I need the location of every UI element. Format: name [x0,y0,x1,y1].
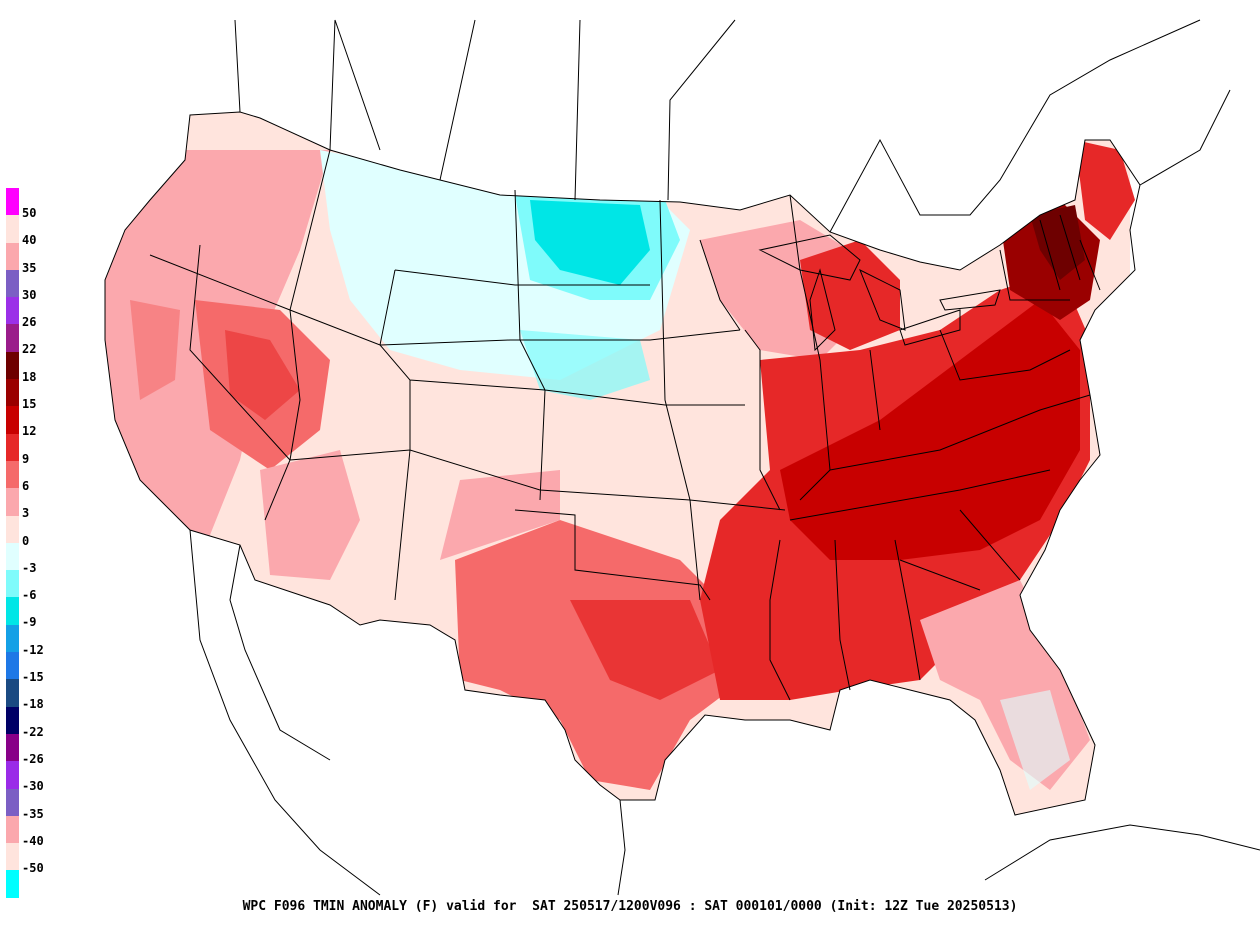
legend-label: -3 [22,560,37,575]
legend-label: -15 [22,670,44,685]
legend-row: -15 [6,652,66,684]
legend-swatch [6,542,19,571]
geographic-boundaries [104,19,1260,896]
legend-row: -22 [6,706,66,739]
legend-label: 9 [22,451,30,466]
color-legend: 50 40 35 30 26 22 18 15 12 9 6 3 0 -3 -6 -9 -12 -15 -18 -22… [6,188,66,898]
legend-label: -6 [22,588,37,603]
legend-swatch [6,870,19,898]
conus-outline [104,111,1141,816]
legend-label: 15 [22,397,37,412]
legend-swatch [6,733,19,762]
legend-row: 9 [6,433,66,466]
legend-swatch [6,460,19,489]
legend-swatch [6,379,19,407]
anomaly-field [105,112,1135,815]
legend-swatch [6,324,19,352]
legend-label: 30 [22,287,37,302]
legend-row: -18 [6,679,66,711]
legend-label: -35 [22,806,44,821]
legend-swatch [6,269,19,298]
mexico-coast [189,529,626,896]
legend-row: -50 [6,843,66,875]
legend-label: -12 [22,642,44,657]
legend-swatch [6,624,19,653]
legend-row: 3 [6,488,66,520]
legend-swatch [6,433,19,461]
legend-label: 40 [22,233,37,248]
legend-swatch [6,843,19,871]
legend-swatch [6,488,19,516]
legend-label: 3 [22,506,30,521]
legend-label: 12 [22,424,37,439]
legend-row: -40 [6,815,66,848]
legend-label: -18 [22,697,44,712]
legend-row: 15 [6,379,66,411]
legend-swatch [6,679,19,707]
legend-swatch [6,706,19,734]
legend-row: -30 [6,761,66,793]
legend-swatch [6,188,19,216]
legend-swatch [6,351,19,380]
legend-row [6,870,66,898]
legend-label: -40 [22,833,44,848]
legend-row: 35 [6,242,66,275]
legend-swatch [6,242,19,270]
great-lakes [758,234,1001,352]
legend-row: 12 [6,406,66,438]
legend-row: 0 [6,515,66,548]
legend-row: -9 [6,597,66,629]
legend-label: 35 [22,260,37,275]
legend-swatch [6,215,19,243]
canada-borders [234,19,1231,233]
legend-swatch [6,815,19,844]
legend-swatch [6,570,19,598]
legend-row: 30 [6,269,66,302]
map-caption: WPC F096 TMIN ANOMALY (F) valid for SAT … [242,899,1018,914]
legend-swatch [6,515,19,543]
legend-row: -3 [6,542,66,575]
legend-row: 18 [6,351,66,384]
legend-label: -50 [22,861,44,876]
legend-row: -26 [6,733,66,766]
legend-row: 26 [6,297,66,329]
legend-label: -30 [22,779,44,794]
legend-row: -12 [6,624,66,657]
legend-row: 50 [6,188,66,220]
legend-row: 22 [6,324,66,356]
cuba-outline [984,824,1260,881]
legend-swatch [6,406,19,434]
legend-label: -22 [22,724,44,739]
legend-swatch [6,297,19,325]
legend-row: 40 [6,215,66,247]
legend-swatch [6,788,19,816]
state-lines [149,149,1101,701]
legend-row: -35 [6,788,66,821]
legend-label: 22 [22,342,37,357]
legend-row: 6 [6,460,66,493]
legend-label: -9 [22,615,37,630]
legend-label: 0 [22,533,30,548]
legend-swatch [6,761,19,789]
legend-label: -26 [22,751,44,766]
legend-label: 26 [22,315,37,330]
legend-swatch [6,597,19,625]
legend-label: 50 [22,206,37,220]
legend-row: -6 [6,570,66,602]
legend-label: 18 [22,369,37,384]
legend-swatch [6,652,19,680]
legend-label: 6 [22,478,30,493]
